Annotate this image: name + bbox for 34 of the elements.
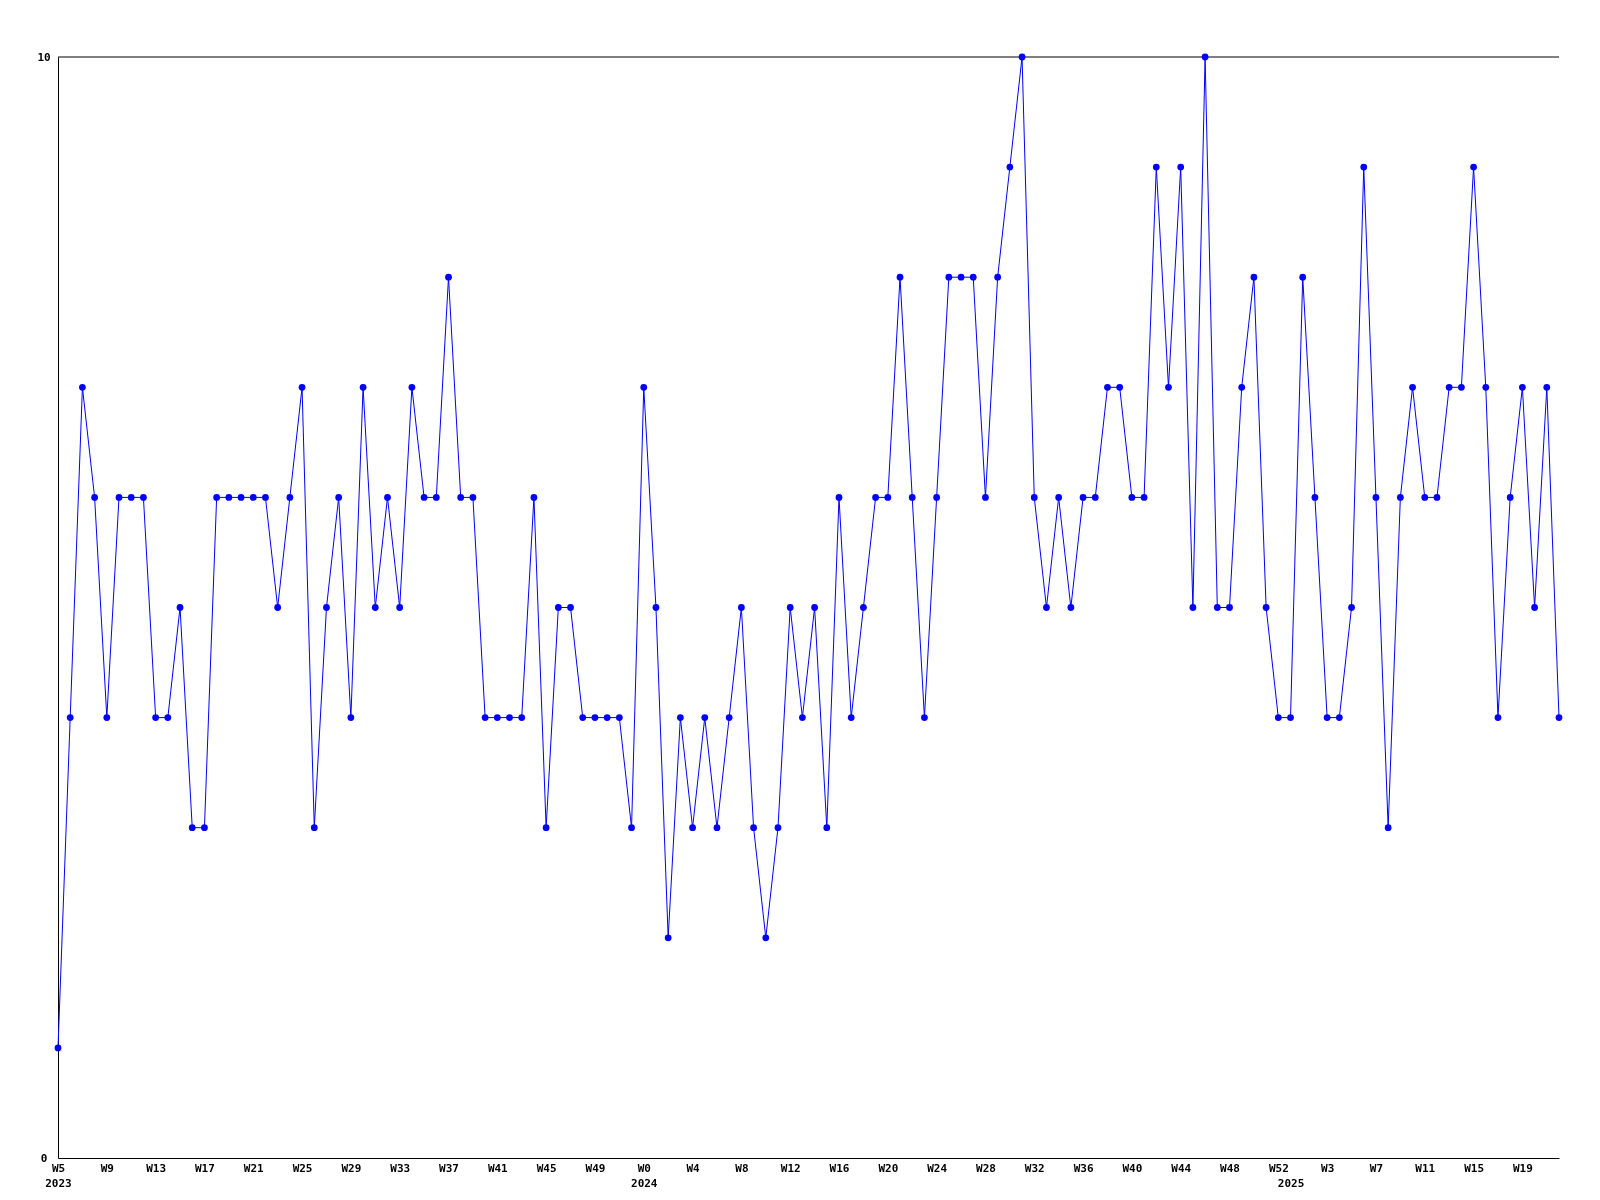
y-tick-label: 10: [37, 51, 51, 65]
x-tick-label: W44: [1171, 1161, 1192, 1175]
x-tick-label: W20: [878, 1161, 899, 1175]
x-tick-label: W52: [1268, 1161, 1289, 1175]
x-tick-label: W3: [1321, 1161, 1335, 1175]
x-tick-label: W13: [146, 1161, 167, 1175]
x-tick-label: W25: [292, 1161, 313, 1175]
x-tick-label: W11: [1415, 1161, 1436, 1175]
x-tick-label: W36: [1073, 1161, 1094, 1175]
x-tick-label: W9: [100, 1161, 114, 1175]
x-tick-label: W32: [1024, 1161, 1045, 1175]
x-tick-label: W7: [1369, 1161, 1384, 1175]
x-tick-label: W4: [686, 1161, 701, 1175]
x-tick-label: W49: [585, 1161, 606, 1175]
x-tick-label: W37: [439, 1161, 459, 1175]
x-tick-label: W19: [1512, 1161, 1533, 1175]
x-tick-label: W41: [487, 1161, 509, 1175]
x-tick-label: W12: [780, 1161, 801, 1175]
x-tick-label: W33: [390, 1161, 411, 1175]
x-tick-label: W16: [829, 1161, 850, 1175]
x-tick-label: 2025: [1277, 1176, 1305, 1190]
x-tick-label: W17: [195, 1161, 215, 1175]
x-tick-label: W24: [927, 1161, 948, 1175]
x-tick-label: W40: [1122, 1161, 1143, 1175]
y-tick-label: 0: [40, 1152, 48, 1166]
x-tick-label: W5 2023: [45, 1161, 72, 1190]
x-tick-label: W15: [1464, 1161, 1485, 1175]
x-tick-label: W8: [735, 1161, 749, 1175]
x-tick-label: W0 2024: [631, 1161, 658, 1190]
x-tick-label: W28: [976, 1161, 996, 1175]
x-tick-label: W48: [1220, 1161, 1240, 1175]
x-tick-label: W45: [536, 1161, 557, 1175]
x-tick-label: W29: [341, 1161, 362, 1175]
x-tick-label: W21: [243, 1161, 265, 1175]
